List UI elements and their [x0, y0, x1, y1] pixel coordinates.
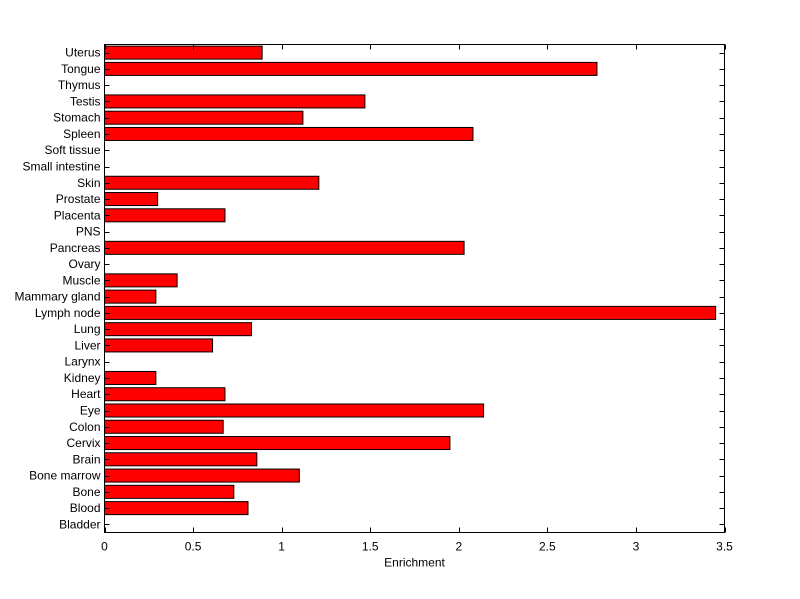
y-tick-label: Skin — [77, 176, 100, 190]
y-tick-label: Small intestine — [22, 160, 100, 174]
x-tick-label: 1.5 — [362, 540, 379, 554]
y-tick-label: Blood — [70, 501, 101, 515]
y-tick-label: Tongue — [61, 62, 101, 76]
bar-blood — [104, 501, 249, 516]
bar-heart — [104, 387, 226, 402]
y-tick-label: Eye — [80, 404, 101, 418]
x-ticks-group: 0 0.5 1 1.5 2 2.5 3 3.5 — [101, 44, 733, 554]
y-tick-label: Ovary — [68, 257, 100, 271]
x-axis-label: Enrichment — [384, 556, 445, 570]
bar-testis — [104, 94, 366, 109]
bar-skin — [104, 175, 320, 190]
x-tick-label: 3 — [633, 540, 640, 554]
y-tick-label: Liver — [74, 338, 100, 352]
bar-lymph-node — [104, 305, 717, 320]
bar-cervix — [104, 436, 451, 451]
bar-colon — [104, 419, 224, 434]
bar-spleen — [104, 126, 474, 141]
x-tick-label: 3.5 — [716, 540, 733, 554]
y-tick-label: Stomach — [53, 111, 100, 125]
bar-tongue — [104, 61, 598, 76]
y-tick-label: Placenta — [54, 208, 101, 222]
y-tick-label: Lymph node — [35, 306, 101, 320]
y-tick-label: Testis — [70, 94, 101, 108]
y-tick-label: Soft tissue — [44, 143, 100, 157]
y-tick-label: Bone marrow — [29, 469, 101, 483]
y-tick-label: Mammary gland — [14, 290, 100, 304]
bar-bone-marrow — [104, 468, 300, 483]
y-tick-label: Spleen — [63, 127, 100, 141]
bar-prostate — [104, 192, 159, 207]
y-tick-label: Heart — [71, 387, 101, 401]
bar-liver — [104, 338, 214, 353]
x-tick-label: 1 — [278, 540, 285, 554]
y-tick-label: Lung — [74, 322, 101, 336]
y-tick-label: Muscle — [62, 273, 100, 287]
y-tick-label: Larynx — [64, 355, 100, 369]
bar-pancreas — [104, 240, 465, 255]
y-tick-label: Pancreas — [50, 241, 101, 255]
bar-bone — [104, 484, 235, 499]
bars-group — [104, 45, 717, 516]
x-tick-label: 0.5 — [185, 540, 202, 554]
y-tick-label: Cervix — [66, 436, 100, 450]
y-tick-label: Brain — [72, 452, 100, 466]
y-tick-label: Kidney — [64, 371, 101, 385]
y-tick-label: Uterus — [65, 46, 100, 60]
bar-stomach — [104, 110, 304, 125]
plot-frame — [104, 44, 725, 533]
bar-mammary-gland — [104, 289, 157, 304]
y-tick-label: Prostate — [56, 192, 101, 206]
y-tick-label: Bladder — [59, 517, 100, 531]
bar-muscle — [104, 273, 178, 288]
bar-brain — [104, 452, 258, 467]
bar-lung — [104, 322, 253, 337]
y-tick-label: PNS — [76, 225, 101, 239]
bar-kidney — [104, 370, 157, 385]
bar-placenta — [104, 208, 226, 223]
y-tick-label: Thymus — [58, 78, 101, 92]
y-tick-label: Bone — [72, 485, 100, 499]
x-tick-label: 0 — [101, 540, 108, 554]
y-tick-label: Colon — [69, 420, 100, 434]
bar-eye — [104, 403, 485, 418]
bar-uterus — [104, 45, 263, 60]
y-ticks-group: Bladder Blood Bone Bone marrow Brain Cervix Co… — [14, 46, 725, 531]
x-tick-label: 2.5 — [539, 540, 556, 554]
x-tick-label: 2 — [455, 540, 462, 554]
